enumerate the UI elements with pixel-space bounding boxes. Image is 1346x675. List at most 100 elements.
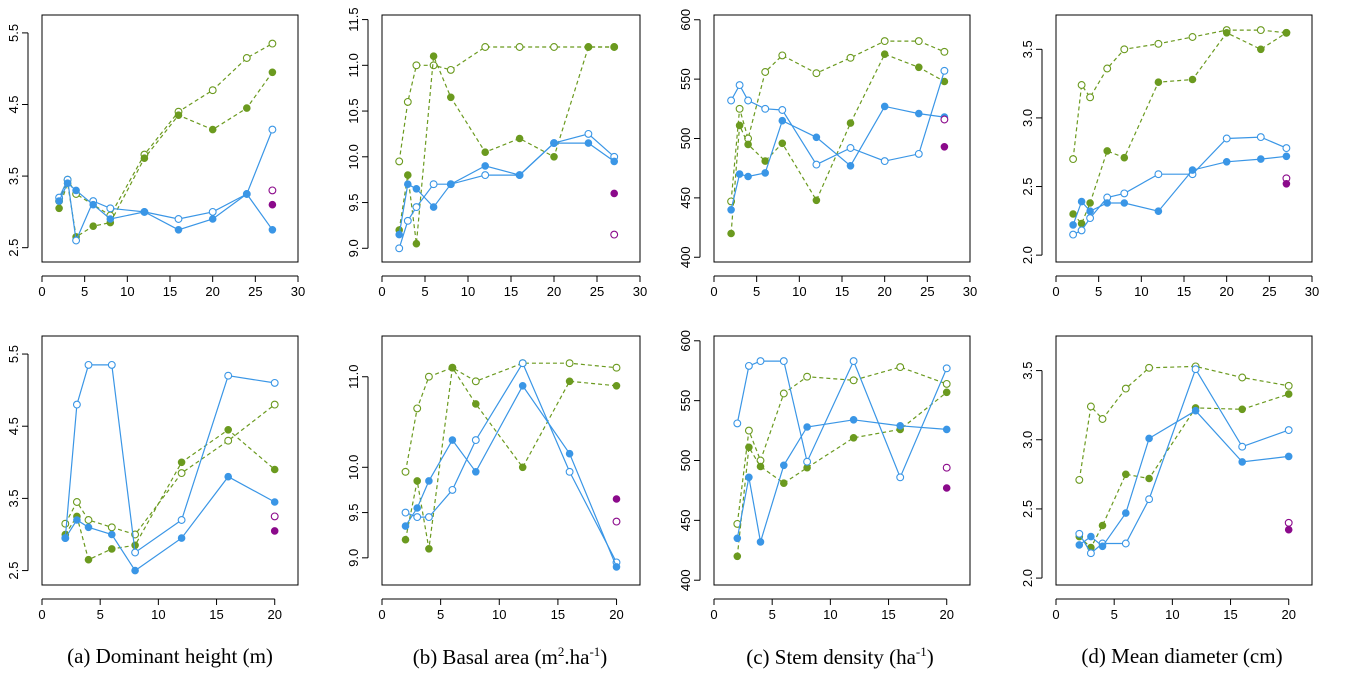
plot-frame — [1055, 335, 1313, 586]
data-point — [1121, 384, 1130, 393]
data-point — [208, 207, 217, 216]
series-line-blue-filled — [1078, 409, 1289, 548]
data-point — [1238, 458, 1246, 466]
y-tick-label: 11.0 — [346, 365, 361, 389]
data-point — [395, 230, 404, 239]
data-point — [584, 139, 593, 147]
data-point — [1284, 381, 1293, 390]
data-point — [177, 516, 186, 524]
y-tick-label: 3.5 — [6, 167, 21, 185]
data-point — [584, 129, 593, 138]
data-point — [429, 52, 438, 60]
data-point — [84, 516, 93, 524]
data-point — [268, 68, 277, 77]
data-point — [942, 463, 951, 472]
plot-frame — [381, 14, 641, 263]
series-line-blue-filled — [736, 419, 947, 543]
data-point — [1154, 207, 1163, 216]
data-point — [403, 216, 412, 225]
data-point — [1256, 26, 1265, 35]
x-tick-label: 0 — [710, 284, 717, 299]
data-point — [803, 423, 811, 431]
data-point — [550, 153, 558, 161]
data-point — [429, 61, 438, 70]
y-tick-label: 550 — [678, 390, 693, 412]
data-point — [849, 376, 858, 385]
y-tick-label: 3.0 — [1020, 109, 1035, 127]
data-point — [744, 426, 753, 435]
data-point — [448, 485, 457, 494]
data-point — [1098, 542, 1107, 551]
data-point — [940, 66, 949, 75]
data-point — [243, 104, 251, 112]
data-point — [914, 63, 923, 72]
data-point — [942, 484, 951, 492]
data-point — [803, 372, 812, 381]
data-point — [756, 357, 765, 366]
data-point — [761, 68, 770, 76]
x-tick-label: 20 — [939, 607, 953, 622]
data-point — [846, 144, 855, 152]
y-tick-label: 3.0 — [1020, 431, 1035, 449]
data-point — [471, 377, 480, 386]
data-point — [735, 81, 744, 90]
data-point — [1086, 199, 1094, 207]
data-point — [268, 125, 277, 134]
data-point — [515, 43, 524, 51]
data-point — [425, 477, 433, 485]
series-line-green-open — [404, 362, 617, 472]
data-point — [1284, 452, 1293, 461]
data-point — [403, 171, 412, 179]
x-tick-label: 15 — [551, 607, 565, 622]
data-point — [846, 53, 855, 62]
data-point — [1077, 81, 1086, 89]
series-line-green-open — [64, 404, 276, 536]
data-point — [849, 415, 858, 424]
series-line-green-filled — [398, 46, 615, 244]
data-point — [940, 143, 949, 151]
series-line-blue-filled — [404, 384, 618, 568]
y-tick-label: 400 — [678, 569, 693, 591]
data-point — [779, 479, 788, 488]
x-tick-label: 15 — [881, 607, 895, 622]
y-tick-label: 400 — [678, 246, 693, 268]
data-point — [131, 548, 140, 557]
data-point — [107, 523, 116, 532]
data-point — [849, 433, 858, 442]
series-line-blue-open — [736, 359, 948, 479]
data-point — [612, 563, 621, 571]
data-point — [1121, 539, 1130, 548]
y-tick-label: 2.0 — [1020, 246, 1035, 264]
x-tick-label: 10 — [823, 607, 837, 622]
data-point — [208, 215, 217, 223]
series-line-green-open — [398, 46, 615, 162]
data-point — [89, 222, 97, 231]
y-tick-label: 5.5 — [6, 24, 21, 42]
data-point — [208, 86, 217, 95]
data-point — [1120, 45, 1129, 54]
data-point — [243, 190, 251, 198]
chart-panel-bottom-b: 0 5 10 15 20 9.0 9.5 10.0 11.0 — [346, 335, 641, 622]
data-point — [177, 458, 186, 467]
data-point — [778, 51, 787, 60]
series-line-blue-filled — [398, 142, 615, 235]
chart-panel-top-d: 0 5 10 15 20 25 30 2.0 2.5 3.0 3.5 — [1020, 14, 1319, 299]
data-point — [735, 121, 744, 130]
data-point — [89, 200, 97, 209]
y-tick-label: 450 — [678, 187, 693, 209]
x-tick-label: 20 — [267, 607, 281, 622]
data-point — [270, 400, 279, 409]
data-point — [429, 203, 438, 211]
x-tick-label: 5 — [97, 607, 104, 622]
x-tick-label: 0 — [1052, 284, 1059, 299]
series-line-green-filled — [1072, 32, 1287, 225]
series-line-green-filled — [64, 429, 276, 561]
x-tick-label: 10 — [151, 607, 165, 622]
data-point — [565, 449, 574, 458]
data-point — [73, 516, 81, 524]
data-point — [812, 69, 821, 78]
x-tick-label: 0 — [378, 284, 385, 299]
data-point — [84, 523, 93, 532]
data-point — [425, 544, 433, 553]
x-tick-label: 5 — [753, 284, 760, 299]
